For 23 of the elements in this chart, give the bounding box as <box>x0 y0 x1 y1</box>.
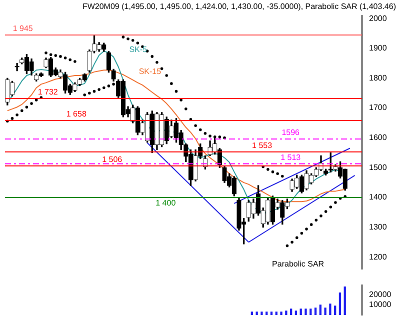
ref-line-label: 1 732 <box>38 88 58 97</box>
y-tick-label: 1300 <box>369 222 388 232</box>
text: Parabolic SAR <box>272 259 324 268</box>
chart-title: FW20M09 (1,495.00, 1,495.00, 1,424.00, 1,430.00, -35.0000), Parabolic SAR (1,403.46) <box>82 2 396 12</box>
y-tick-label: 1400 <box>369 192 388 202</box>
y-tick-label: 1700 <box>369 103 388 112</box>
y-tick-label: 1200 <box>369 252 388 262</box>
y-tick-label: 1600 <box>369 133 388 142</box>
series-label: SK-15 <box>138 67 162 76</box>
y-tick-label: 2000 <box>369 14 388 23</box>
y-tick-label: 10000 <box>369 300 392 310</box>
y-tick-label: 20000 <box>369 290 392 300</box>
ref-line-label: 1 945 <box>12 24 34 34</box>
y-tick-label: 1900 <box>369 44 388 53</box>
ref-line-label: 1596 <box>282 128 300 138</box>
ref-line-label: 1 658 <box>66 110 87 119</box>
series-label: SK-5 <box>129 45 148 54</box>
ref-line-label: 1 553 <box>252 141 273 150</box>
y-tick-label: 1800 <box>369 73 388 82</box>
ref-line-label: 1 513 <box>280 152 302 162</box>
ref-line-label: 1 400 <box>156 198 176 208</box>
y-tick-label: 1500 <box>369 162 388 172</box>
ref-line-label: 1 506 <box>102 155 123 164</box>
